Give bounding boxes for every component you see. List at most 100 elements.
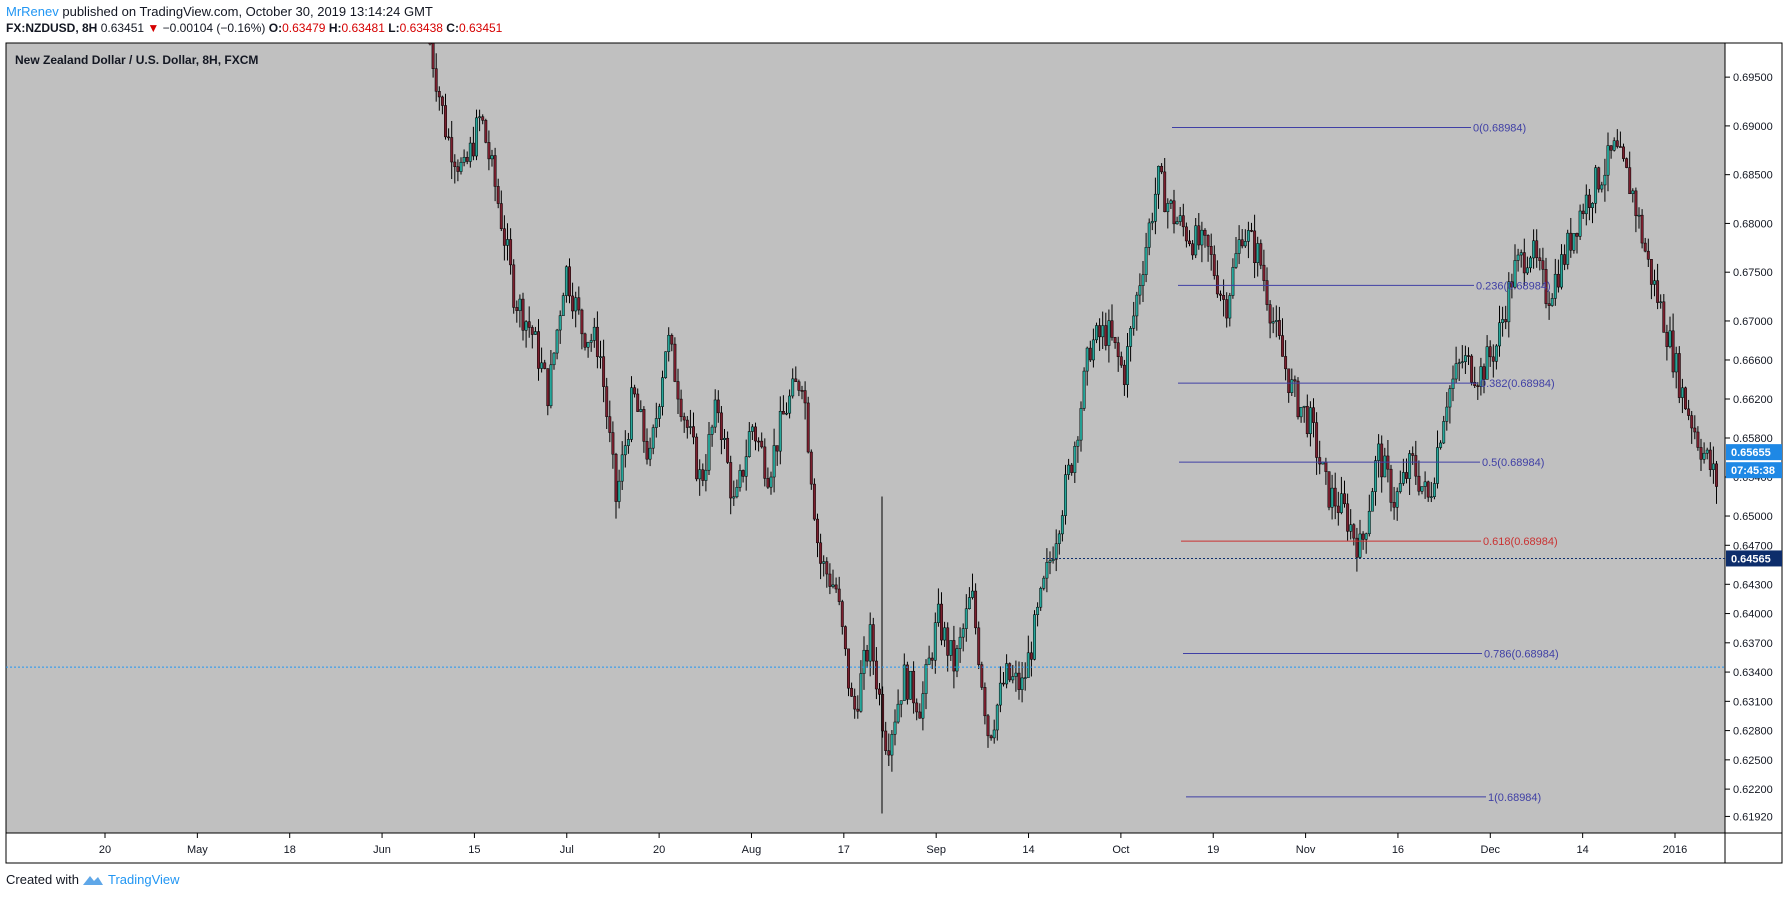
price-tick-label: 0.68500 bbox=[1733, 170, 1773, 182]
created-with-text: Created with bbox=[6, 872, 79, 887]
candle-body bbox=[682, 416, 686, 421]
candle-body bbox=[1687, 408, 1691, 416]
candle-body bbox=[1153, 193, 1157, 222]
candle-body bbox=[1684, 387, 1687, 410]
price-tick-label: 0.66200 bbox=[1733, 394, 1773, 406]
candle-body bbox=[444, 105, 447, 138]
candle-body bbox=[943, 627, 947, 641]
high-value: 0.63481 bbox=[341, 21, 385, 35]
candle-body bbox=[1005, 663, 1009, 685]
candle-body bbox=[546, 368, 550, 407]
time-tick-label: Oct bbox=[1112, 844, 1129, 856]
candle-body bbox=[1020, 677, 1024, 690]
candle-body bbox=[909, 670, 912, 700]
candle-body bbox=[1330, 487, 1334, 508]
candle-body bbox=[1234, 253, 1238, 268]
candle-body bbox=[1209, 246, 1213, 255]
candle-body bbox=[1277, 320, 1281, 336]
candle-body bbox=[673, 343, 677, 382]
time-tick-label: Nov bbox=[1296, 844, 1316, 856]
plot-area[interactable] bbox=[6, 43, 1725, 833]
candle-body bbox=[1178, 215, 1182, 222]
candle-body bbox=[626, 439, 630, 446]
candle-body bbox=[670, 334, 674, 345]
candle-body bbox=[1594, 167, 1598, 204]
candle-body bbox=[983, 687, 987, 717]
candle-body bbox=[1482, 366, 1486, 380]
candle-body bbox=[927, 657, 931, 665]
candle-body bbox=[1529, 257, 1532, 269]
candle-body bbox=[1029, 652, 1033, 660]
candle-body bbox=[1265, 280, 1269, 305]
candle-body bbox=[1408, 453, 1412, 479]
candle-body bbox=[1628, 167, 1632, 195]
price-tick-label: 0.66600 bbox=[1733, 355, 1773, 367]
candle-body bbox=[1463, 355, 1467, 362]
time-tick-label: 14 bbox=[1022, 844, 1034, 856]
tradingview-brand-link[interactable]: TradingView bbox=[107, 872, 180, 887]
candle-body bbox=[1138, 285, 1142, 296]
candle-body bbox=[1188, 240, 1191, 245]
candle-body bbox=[1398, 483, 1402, 492]
time-tick-label: 20 bbox=[99, 844, 111, 856]
candle-body bbox=[1519, 252, 1523, 256]
candle-body bbox=[1116, 342, 1120, 358]
candle-body bbox=[1631, 190, 1635, 195]
candle-body bbox=[654, 418, 658, 428]
time-axis[interactable] bbox=[6, 833, 1725, 863]
candle-body bbox=[822, 561, 826, 564]
candle-body bbox=[1343, 493, 1346, 505]
candle-body bbox=[571, 295, 575, 312]
candle-body bbox=[1665, 332, 1669, 347]
candle-body bbox=[707, 434, 711, 471]
price-badge-label: 07:45:38 bbox=[1731, 465, 1775, 477]
candle-body bbox=[840, 601, 844, 627]
candle-body bbox=[899, 700, 903, 705]
candle-body bbox=[1420, 486, 1424, 492]
candle-body bbox=[1172, 200, 1176, 225]
candle-body bbox=[1649, 259, 1653, 285]
candle-body bbox=[1191, 243, 1195, 256]
price-badge-0 bbox=[1726, 444, 1782, 461]
candle-body bbox=[763, 446, 767, 479]
candle-body bbox=[1432, 483, 1436, 498]
publisher-link[interactable]: MrRenev bbox=[6, 4, 59, 19]
candle-body bbox=[754, 426, 757, 442]
candle-body bbox=[1451, 378, 1455, 389]
candle-body bbox=[1460, 361, 1464, 363]
candle-body bbox=[729, 462, 733, 499]
candle-body bbox=[1091, 339, 1095, 361]
candle-body bbox=[465, 156, 469, 162]
candle-body bbox=[509, 239, 513, 266]
candle-body bbox=[874, 660, 878, 690]
candle-body bbox=[1715, 463, 1718, 487]
fibonacci-retracement[interactable]: 0(0.68984) 0.236(0.68984) 0.382(0.68984) 0.… bbox=[1172, 122, 1559, 804]
candle-body bbox=[1563, 254, 1567, 265]
candle-body bbox=[1476, 385, 1480, 387]
candle-body bbox=[636, 393, 640, 412]
price-axis[interactable] bbox=[1725, 43, 1782, 833]
candle-body bbox=[1442, 421, 1446, 444]
candle-body bbox=[1206, 235, 1210, 247]
candle-body bbox=[834, 584, 838, 590]
candle-body bbox=[537, 331, 540, 369]
candle-body bbox=[1060, 515, 1064, 535]
price-tick-label: 0.69000 bbox=[1733, 121, 1773, 133]
candle-body bbox=[1522, 252, 1526, 274]
candle-body bbox=[1606, 145, 1610, 176]
candle-body bbox=[1370, 491, 1374, 512]
candle-body bbox=[961, 628, 965, 638]
candle-body bbox=[437, 91, 441, 98]
candle-body bbox=[847, 648, 850, 689]
candle-body bbox=[760, 440, 764, 448]
candle-body bbox=[1048, 560, 1052, 563]
candle-body bbox=[890, 733, 894, 756]
candle-body bbox=[1212, 254, 1216, 276]
last-price: 0.63451 bbox=[100, 21, 145, 35]
candle-body bbox=[1008, 663, 1012, 681]
candle-body bbox=[769, 476, 773, 488]
candle-body bbox=[1147, 222, 1151, 248]
candle-body bbox=[515, 307, 519, 311]
candle-body bbox=[1525, 267, 1529, 274]
